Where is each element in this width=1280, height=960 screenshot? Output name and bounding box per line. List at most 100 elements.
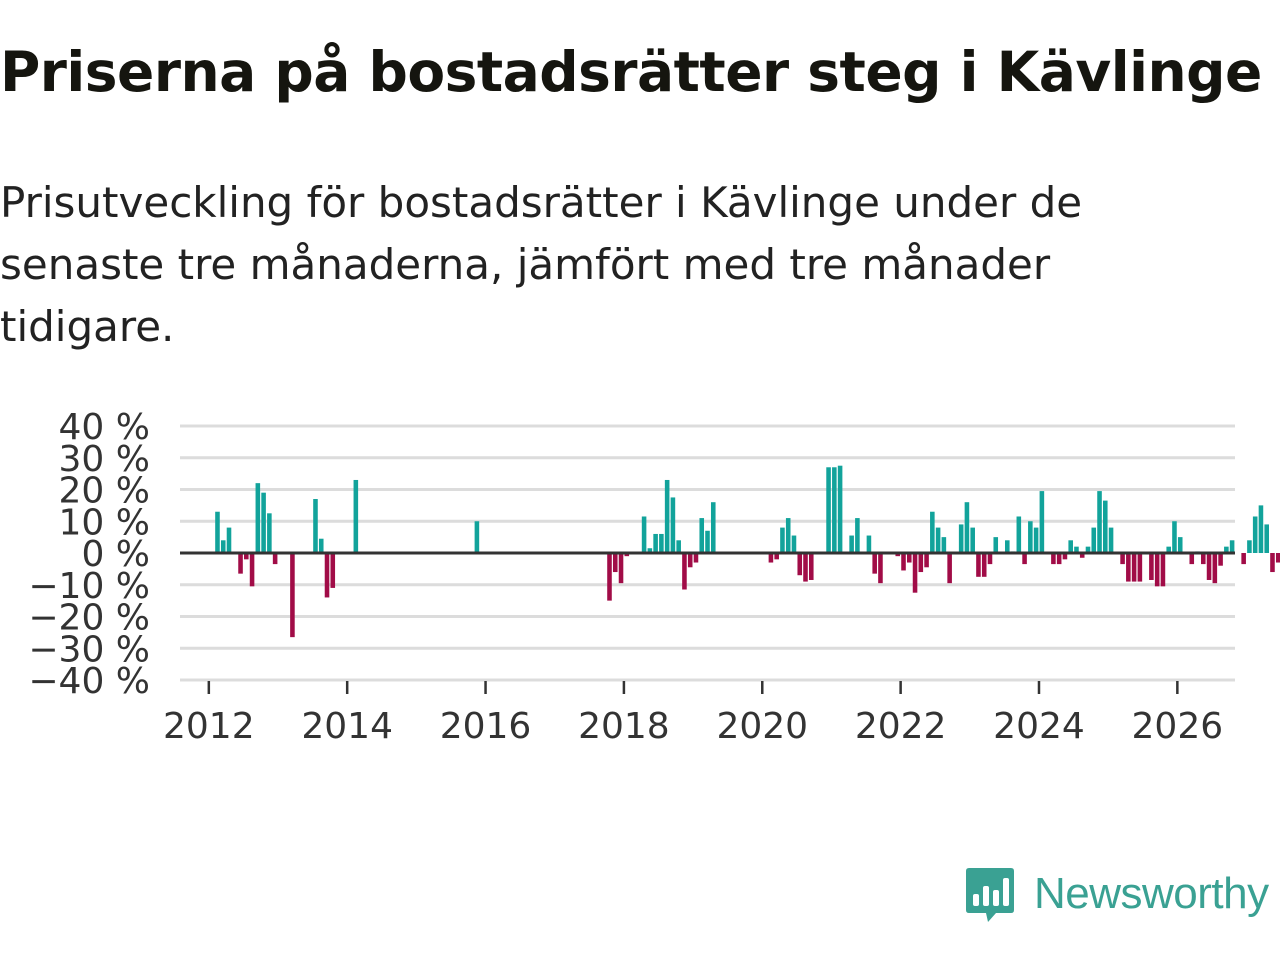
bar (687, 553, 693, 568)
bar (1224, 546, 1229, 553)
y-tick-label: −20 % (28, 598, 150, 639)
x-tick-label: 2020 (716, 706, 808, 747)
bar (710, 502, 716, 553)
bar (1149, 553, 1154, 580)
bar (1166, 546, 1171, 553)
bar (1137, 553, 1143, 582)
bar (1068, 540, 1073, 553)
bar (647, 548, 653, 553)
bar (1252, 516, 1258, 553)
bar-chart: 40 %30 %20 %10 %0 %−10 %−20 %−30 %−40 % 2… (28, 407, 1280, 747)
bar (664, 479, 670, 553)
bar (912, 553, 918, 593)
bar (906, 553, 912, 563)
bar (330, 553, 336, 588)
axes: 40 %30 %20 %10 %0 %−10 %−20 %−30 %−40 % 2… (28, 407, 1235, 747)
bar (244, 553, 249, 560)
bar (1062, 553, 1068, 560)
newsworthy-logo-icon (966, 868, 1014, 922)
y-tick-label: −40 % (28, 661, 150, 702)
bar (1126, 553, 1131, 582)
y-tick-label: 10 % (59, 502, 150, 543)
page-subtitle: Prisutveckling för bostadsrätter i Kävli… (0, 178, 1083, 351)
bar (693, 553, 699, 563)
bar (970, 527, 975, 553)
bar (313, 499, 318, 553)
bar (780, 527, 785, 553)
bar (624, 553, 630, 557)
bar (803, 553, 808, 582)
bar (1097, 491, 1102, 553)
bar (872, 553, 877, 574)
y-tick-label: 40 % (59, 407, 150, 448)
x-tick-label: 2024 (993, 706, 1085, 747)
bar (318, 538, 324, 553)
y-tick-label: 0 % (81, 534, 150, 575)
bar (353, 479, 359, 553)
bar (993, 537, 999, 554)
bar (705, 530, 710, 553)
y-tick-label: −10 % (28, 566, 150, 607)
bar (1033, 527, 1039, 553)
bar (976, 553, 981, 577)
bar (1270, 553, 1275, 573)
bar (826, 467, 831, 553)
bar (1039, 491, 1045, 553)
bar (1085, 546, 1091, 553)
bar (918, 553, 924, 573)
bar (1016, 516, 1022, 553)
bar (324, 553, 330, 598)
bar (958, 524, 964, 553)
bar (676, 540, 681, 553)
bar (774, 553, 779, 560)
bar (808, 553, 814, 580)
bar (267, 513, 272, 553)
bar (791, 535, 797, 553)
bar (855, 518, 860, 553)
bar (797, 553, 803, 576)
bar (272, 553, 278, 565)
bar (832, 467, 837, 553)
bar (1172, 521, 1177, 553)
bar (1264, 524, 1269, 553)
bar (1201, 553, 1206, 565)
bar (1241, 553, 1246, 565)
bar (1056, 553, 1062, 565)
bar (641, 516, 647, 553)
bar (607, 553, 612, 601)
bar (930, 511, 935, 553)
bar (895, 553, 901, 557)
brand-name: Newsworthy (1034, 869, 1269, 918)
bar-series (215, 465, 1280, 638)
x-tick-label: 2016 (440, 706, 532, 747)
bar (1212, 553, 1218, 584)
bar (987, 553, 993, 565)
bar (1108, 527, 1114, 553)
y-tick-label: −30 % (28, 629, 150, 670)
bar (947, 553, 952, 584)
bar (1131, 553, 1137, 582)
bar (1160, 553, 1166, 587)
bar (1229, 540, 1235, 553)
bar (901, 553, 906, 571)
bar (837, 465, 843, 553)
bar (768, 553, 774, 563)
bar (1247, 540, 1252, 553)
bar (220, 540, 226, 553)
bar (699, 518, 705, 553)
bar (659, 533, 664, 553)
bar (866, 535, 872, 553)
y-tick-label: 30 % (59, 439, 150, 480)
bar (215, 511, 220, 553)
x-tick-label: 2022 (855, 706, 947, 747)
bar (924, 553, 929, 568)
bar (261, 492, 266, 553)
bar (1074, 546, 1079, 553)
x-tick-label: 2014 (301, 706, 393, 747)
bar (249, 553, 255, 587)
bar (1275, 553, 1280, 563)
y-tick-label: 20 % (59, 471, 150, 512)
bar (238, 553, 243, 574)
bar (474, 521, 480, 553)
bar (618, 553, 624, 584)
